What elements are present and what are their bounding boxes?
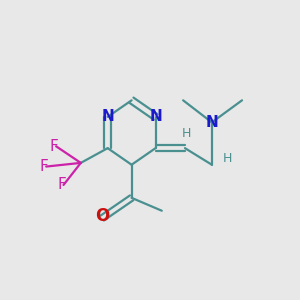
Text: H: H (182, 127, 191, 140)
Text: F: F (57, 178, 66, 193)
Text: H: H (223, 152, 232, 165)
Text: O: O (95, 207, 109, 225)
Text: N: N (101, 110, 114, 124)
Text: F: F (40, 159, 49, 174)
Text: N: N (149, 110, 162, 124)
Text: N: N (206, 115, 218, 130)
Text: F: F (50, 139, 59, 154)
